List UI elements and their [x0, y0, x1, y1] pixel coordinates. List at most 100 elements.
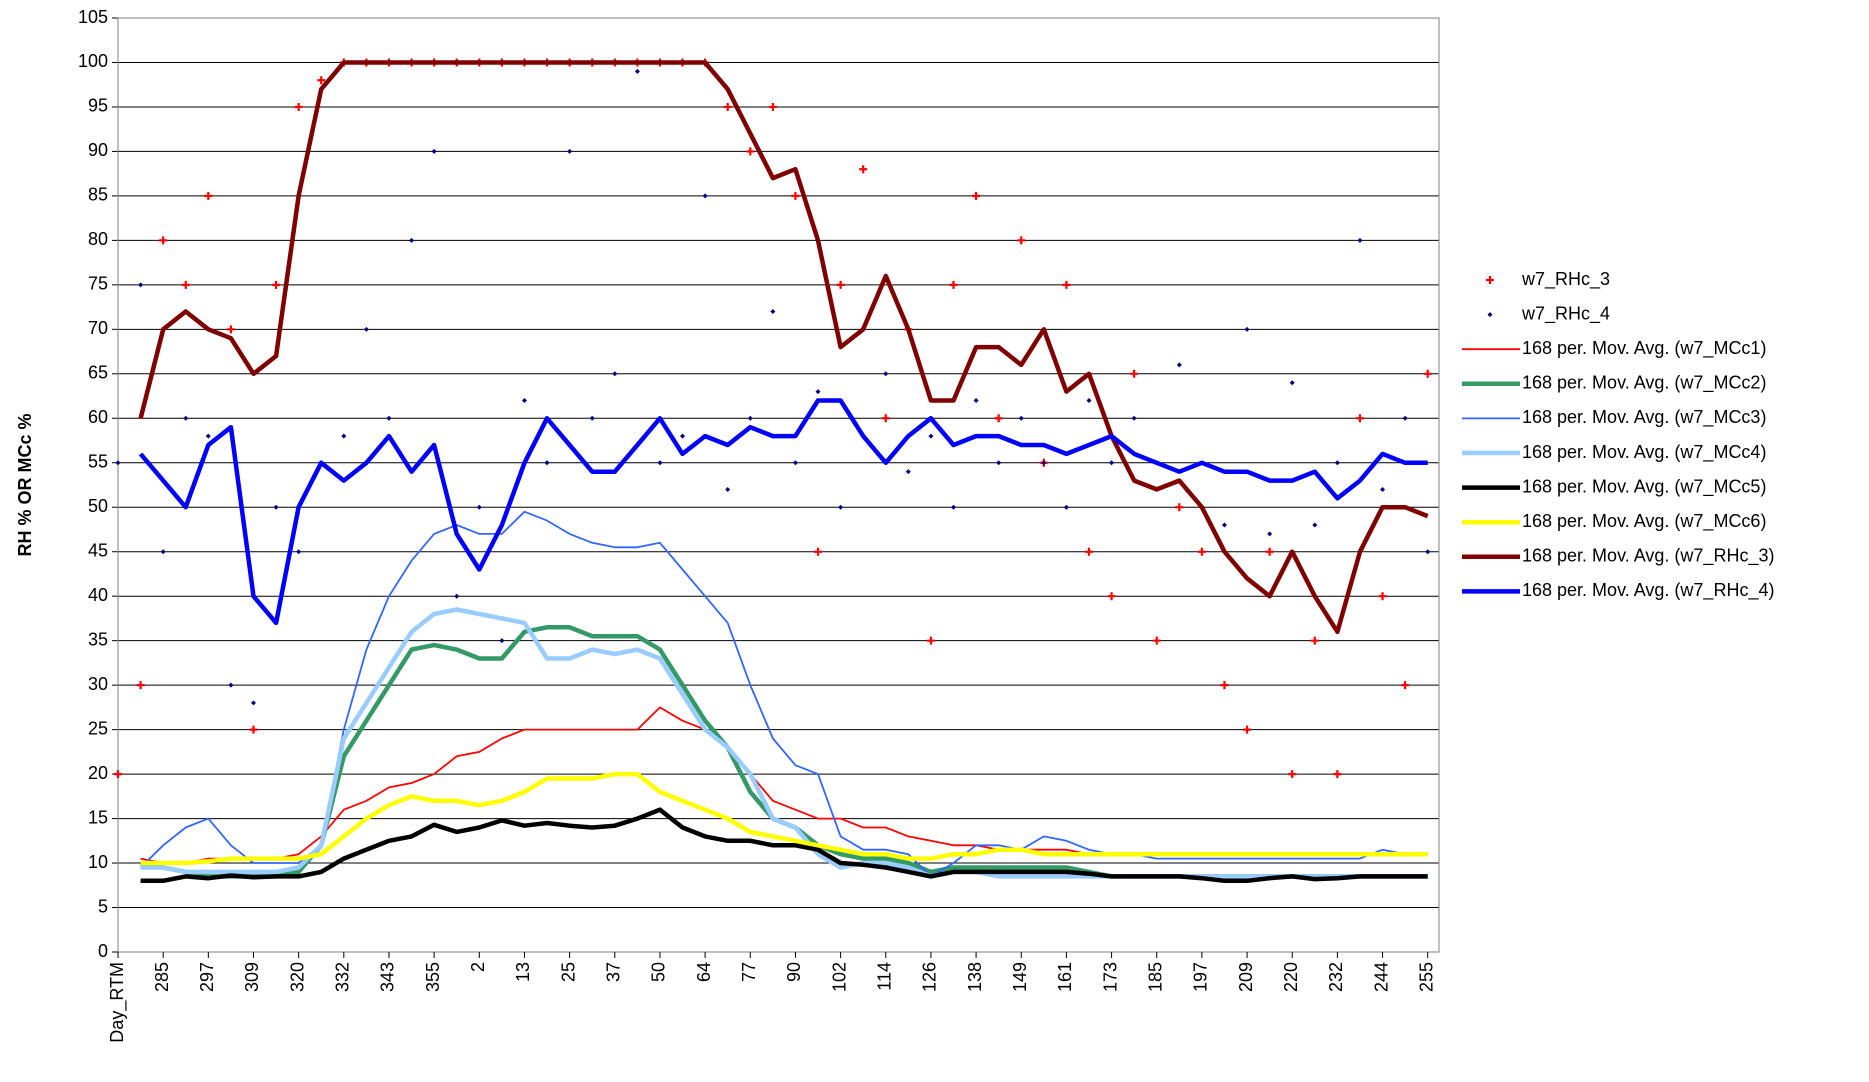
scatter-point [994, 414, 1003, 423]
scatter-point [183, 415, 189, 421]
scatter-point [341, 433, 347, 439]
scatter-point [1380, 486, 1386, 492]
scatter-point [680, 433, 686, 439]
x-tick-label: 220 [1281, 962, 1301, 992]
x-tick-label: 126 [920, 962, 940, 992]
scatter-point [747, 415, 753, 421]
x-tick-label: 25 [558, 962, 578, 982]
scatter-point [1086, 397, 1092, 403]
scatter-point [1267, 531, 1273, 537]
x-tick-label: 138 [965, 962, 985, 992]
y-tick-label: 0 [98, 941, 108, 961]
x-tick-label: 13 [513, 962, 533, 982]
scatter-point [926, 636, 935, 645]
x-tick-label: 37 [604, 962, 624, 982]
x-tick-label: 77 [739, 962, 759, 982]
scatter-point [1197, 547, 1206, 556]
scatter-point [1176, 362, 1182, 368]
x-tick-label: 297 [197, 962, 217, 992]
scatter-point [1107, 592, 1116, 601]
x-tick-label: 320 [287, 962, 307, 992]
scatter-point [1041, 460, 1047, 466]
x-tick-label: 285 [152, 962, 172, 992]
line-series [139, 510, 1428, 878]
scatter-point [521, 397, 527, 403]
line-series [140, 807, 1428, 884]
scatter-point [1312, 522, 1318, 528]
y-tick-label: 10 [88, 852, 108, 872]
scatter-point [1310, 636, 1319, 645]
scatter-point [770, 309, 776, 315]
scatter-point [815, 389, 821, 395]
scatter-point [859, 165, 868, 174]
y-tick-label: 65 [88, 363, 108, 383]
scatter-point [159, 236, 168, 245]
scatter-point [294, 102, 303, 111]
scatter-point [1131, 415, 1137, 421]
y-tick-label: 85 [88, 185, 108, 205]
x-tick-label: 255 [1416, 962, 1436, 992]
scatter-point [1084, 547, 1093, 556]
x-tick-label: 114 [875, 962, 895, 991]
x-tick-label: 149 [1010, 962, 1030, 992]
legend-label: w7_RHc_3 [1521, 269, 1610, 290]
scatter-point [612, 371, 618, 377]
scatter-series [115, 68, 1431, 706]
scatter-point [273, 504, 279, 510]
scatter-point [409, 237, 415, 243]
scatter-point [1265, 547, 1274, 556]
scatter-point [1152, 636, 1161, 645]
x-tick-label: Day_RTM [107, 962, 128, 1043]
scatter-point [204, 191, 213, 200]
scatter-point [386, 415, 392, 421]
scatter-point [1402, 415, 1408, 421]
x-tick-label: 232 [1326, 962, 1346, 992]
y-tick-label: 70 [88, 318, 108, 338]
scatter-point [838, 504, 844, 510]
legend-label: 168 per. Mov. Avg. (w7_MCc3) [1522, 407, 1766, 428]
y-tick-label: 20 [88, 763, 108, 783]
x-tick-label: 244 [1371, 962, 1391, 992]
scatter-point [881, 414, 890, 423]
scatter-point [181, 280, 190, 289]
y-tick-label: 60 [88, 407, 108, 427]
scatter-point [138, 282, 144, 288]
scatter-point [634, 68, 640, 74]
scatter-point [1288, 770, 1297, 779]
x-tick-label: 185 [1145, 962, 1165, 992]
y-tick-label: 35 [88, 629, 108, 649]
x-tick-label: 332 [333, 962, 353, 992]
scatter-point [1401, 681, 1410, 690]
y-tick-label: 5 [98, 896, 108, 916]
scatter-point [544, 460, 550, 466]
y-tick-label: 25 [88, 718, 108, 738]
x-tick-label: 343 [378, 962, 398, 992]
legend-label: w7_RHc_4 [1521, 303, 1610, 324]
y-axis-title: RH % OR MCc % [15, 413, 35, 556]
scatter-point [791, 191, 800, 200]
scatter-point [499, 638, 505, 644]
scatter-point [928, 433, 934, 439]
scatter-point [115, 460, 121, 466]
scatter-point [1423, 369, 1432, 378]
scatter-point [589, 415, 595, 421]
scatter-point [114, 770, 122, 779]
legend-label: 168 per. Mov. Avg. (w7_MCc5) [1522, 476, 1766, 497]
scatter-point [1017, 236, 1026, 245]
legend-label: 168 per. Mov. Avg. (w7_MCc1) [1522, 338, 1766, 359]
y-tick-label: 55 [88, 452, 108, 472]
y-tick-label: 100 [78, 51, 108, 71]
y-tick-label: 105 [78, 7, 108, 27]
legend-label: 168 per. Mov. Avg. (w7_MCc2) [1522, 373, 1766, 394]
scatter-point [723, 102, 732, 111]
line-series [138, 398, 1428, 626]
plot-border [117, 17, 1440, 953]
scatter-point [1289, 380, 1295, 386]
scatter-point [768, 102, 777, 111]
y-tick-label: 30 [88, 674, 108, 694]
scatter-point [746, 147, 755, 156]
scatter-point [431, 148, 437, 154]
scatter-point [136, 681, 145, 690]
scatter-point [1243, 725, 1252, 734]
